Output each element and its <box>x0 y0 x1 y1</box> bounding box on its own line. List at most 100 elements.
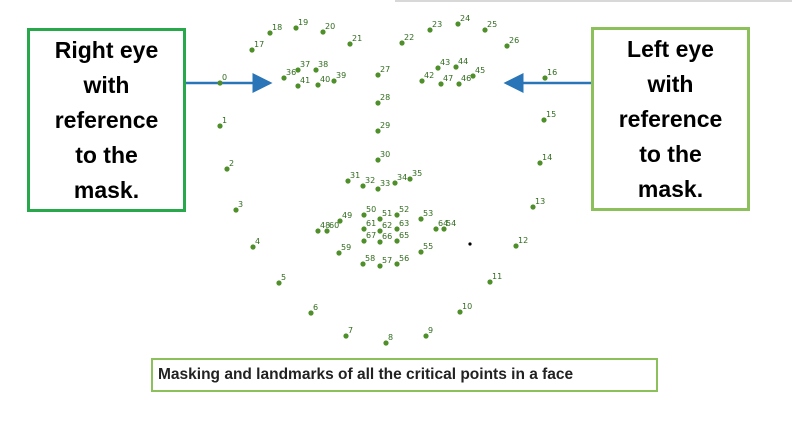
landmark-13: 13 <box>530 197 545 210</box>
landmark-44: 44 <box>453 57 468 70</box>
landmark-label: 4 <box>255 237 260 246</box>
landmark-48: 48 <box>315 221 330 234</box>
landmark-12: 12 <box>513 236 528 249</box>
landmark-dot <box>375 72 381 78</box>
landmark-dot <box>504 43 510 49</box>
landmark-dot <box>347 41 353 47</box>
landmark-label: 6 <box>313 303 318 312</box>
landmark-label: 55 <box>423 242 433 251</box>
caption-box: Masking and landmarks of all the critica… <box>151 358 658 392</box>
landmark-label: 18 <box>272 23 282 32</box>
landmark-label: 12 <box>518 236 528 245</box>
landmark-62: 62 <box>377 221 392 234</box>
landmark-label: 11 <box>492 272 502 281</box>
landmark-dot <box>250 244 256 250</box>
landmark-dot <box>470 73 476 79</box>
landmark-label: 34 <box>397 173 407 182</box>
landmark-65: 65 <box>394 231 409 244</box>
landmark-dot <box>375 157 381 163</box>
landmark-47: 47 <box>438 74 453 87</box>
landmark-49: 49 <box>337 211 352 224</box>
landmark-dot <box>315 82 321 88</box>
landmark-dot <box>343 333 349 339</box>
landmark-label: 56 <box>399 254 409 263</box>
landmark-dot <box>542 75 548 81</box>
landmark-label: 47 <box>443 74 453 83</box>
landmark-label: 46 <box>461 74 471 83</box>
landmark-dot <box>336 250 342 256</box>
landmark-label: 52 <box>399 205 409 214</box>
landmark-50: 50 <box>361 205 376 218</box>
landmark-dot <box>394 238 400 244</box>
landmark-22: 22 <box>399 33 414 46</box>
landmark-label: 57 <box>382 256 392 265</box>
landmark-9: 9 <box>423 326 433 339</box>
landmark-dot <box>337 218 343 224</box>
landmark-label: 28 <box>380 93 390 102</box>
landmark-52: 52 <box>394 205 409 218</box>
landmark-26: 26 <box>504 36 519 49</box>
landmark-label: 45 <box>475 66 485 75</box>
landmark-7: 7 <box>343 326 353 339</box>
landmark-label: 38 <box>318 60 328 69</box>
landmark-28: 28 <box>375 93 390 106</box>
landmark-dot <box>433 226 439 232</box>
landmark-label: 31 <box>350 171 360 180</box>
landmark-label: 63 <box>399 219 409 228</box>
landmark-dot <box>418 216 424 222</box>
landmark-dot <box>392 180 398 186</box>
landmark-dot <box>217 80 223 86</box>
landmark-dot <box>407 176 413 182</box>
landmark-57: 57 <box>377 256 392 269</box>
landmark-0: 0 <box>217 73 227 86</box>
stray-dot <box>468 242 472 246</box>
left-eye-label-text: Left eye with reference to the mask. <box>618 35 723 202</box>
landmark-label: 36 <box>286 68 296 77</box>
landmark-67: 67 <box>361 231 376 244</box>
landmark-34: 34 <box>392 173 407 186</box>
landmark-36: 36 <box>281 68 296 81</box>
landmark-label: 19 <box>298 18 308 27</box>
landmark-label: 27 <box>380 65 390 74</box>
landmark-dot <box>399 40 405 46</box>
landmark-dot <box>320 29 326 35</box>
landmark-21: 21 <box>347 34 362 47</box>
landmark-8: 8 <box>383 333 393 346</box>
landmark-42: 42 <box>419 71 434 84</box>
landmark-label: 54 <box>446 219 456 228</box>
right-eye-label-box: Right eye with reference to the mask. <box>27 28 186 212</box>
landmark-27: 27 <box>375 65 390 78</box>
landmark-label: 0 <box>222 73 227 82</box>
landmark-dot <box>394 226 400 232</box>
landmark-dot <box>482 27 488 33</box>
landmark-dot <box>377 263 383 269</box>
landmark-dot <box>377 239 383 245</box>
landmark-dot <box>453 64 459 70</box>
landmark-17: 17 <box>249 40 264 53</box>
landmark-dot <box>267 30 273 36</box>
landmark-label: 23 <box>432 20 442 29</box>
landmark-dot <box>427 27 433 33</box>
landmark-51: 51 <box>377 209 392 222</box>
landmark-dot <box>345 178 351 184</box>
landmark-dot <box>377 228 383 234</box>
landmark-14: 14 <box>537 153 552 166</box>
landmark-41: 41 <box>295 76 310 89</box>
landmark-3: 3 <box>233 200 243 213</box>
landmark-60: 60 <box>324 221 339 234</box>
landmark-label: 51 <box>382 209 392 218</box>
landmark-label: 42 <box>424 71 434 80</box>
landmark-dot <box>224 166 230 172</box>
landmark-63: 63 <box>394 219 409 232</box>
landmark-label: 59 <box>341 243 351 252</box>
landmark-label: 65 <box>399 231 409 240</box>
landmark-label: 9 <box>428 326 433 335</box>
landmark-dot <box>360 261 366 267</box>
landmark-label: 26 <box>509 36 519 45</box>
landmark-label: 64 <box>438 219 448 228</box>
landmark-dot <box>456 81 462 87</box>
landmark-dot <box>217 123 223 129</box>
landmark-32: 32 <box>360 176 375 189</box>
